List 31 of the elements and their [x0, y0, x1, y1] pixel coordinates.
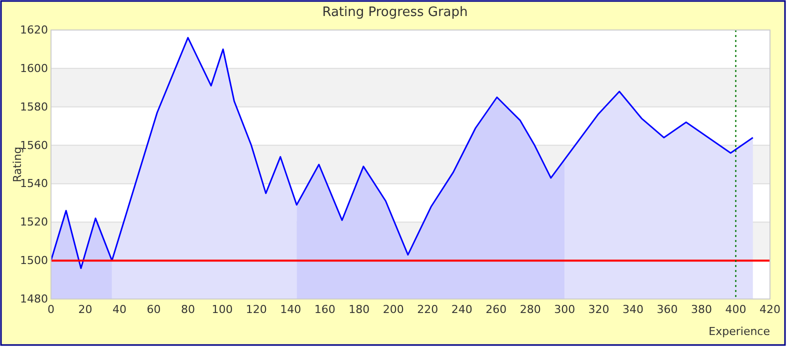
x-tick-label: 280: [520, 302, 541, 316]
x-tick-label: 320: [588, 302, 610, 316]
x-tick-label: 260: [486, 302, 507, 316]
x-tick-label: 0: [48, 302, 54, 316]
x-tick-label: 420: [760, 302, 780, 316]
y-tick-label: 1600: [20, 62, 48, 75]
x-tick-label: 300: [554, 302, 576, 316]
x-tick-label: 40: [112, 302, 126, 316]
x-tick-label: 360: [656, 302, 678, 316]
x-tick-label: 220: [417, 302, 438, 316]
x-tick-label: 240: [451, 302, 472, 316]
y-tick-label: 1620: [20, 24, 48, 37]
x-tick-label: 60: [146, 302, 161, 316]
x-tick-label: 400: [725, 302, 746, 316]
x-tick-label: 340: [622, 302, 644, 316]
x-tick-label: 20: [78, 302, 92, 316]
x-tick-label: 120: [246, 302, 267, 316]
x-axis-title: Experience: [708, 325, 770, 338]
x-tick-label: 100: [212, 302, 233, 316]
y-tick-label: 1520: [20, 216, 48, 229]
chart-title: Rating Progress Graph: [322, 5, 468, 20]
x-tick-label: 180: [348, 302, 370, 316]
y-tick-label: 1580: [20, 100, 48, 114]
x-tick-label: 140: [280, 302, 302, 316]
y-tick-label: 1480: [20, 292, 48, 306]
x-tick-label: 80: [180, 302, 195, 316]
x-tick-label: 380: [691, 302, 712, 316]
y-tick-label: 1500: [20, 254, 48, 268]
x-tick-label: 160: [314, 302, 336, 316]
line-series: [50, 36, 754, 270]
x-tick-label: 200: [382, 302, 404, 316]
